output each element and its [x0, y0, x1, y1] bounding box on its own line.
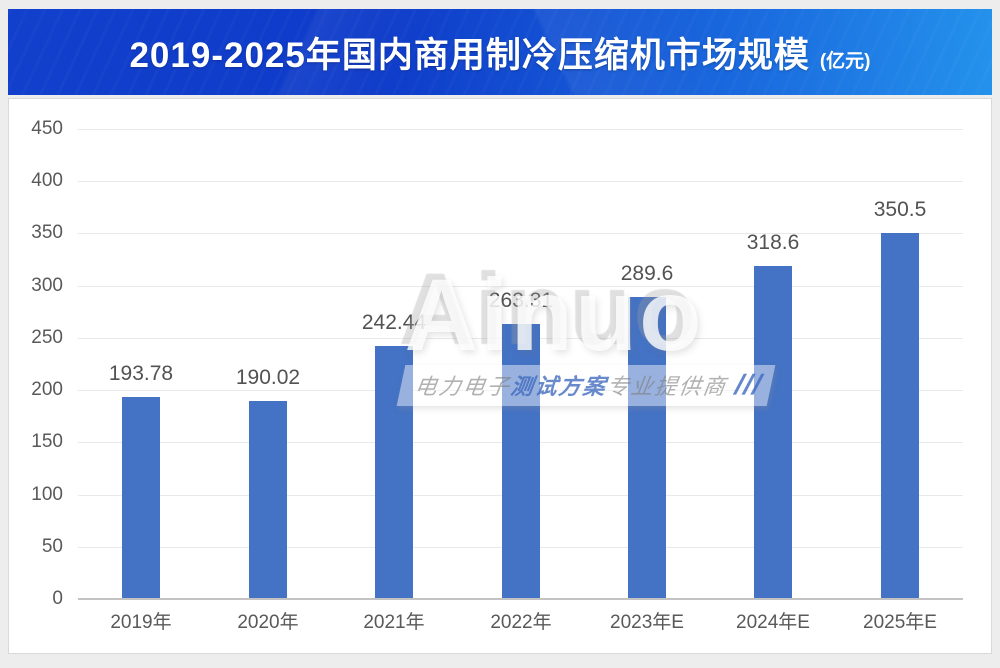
gridline [78, 233, 963, 235]
bar-value-label: 350.5 [873, 198, 927, 221]
bar-value-label: 190.02 [235, 366, 301, 389]
bar [375, 346, 413, 598]
y-axis-label: 100 [31, 483, 63, 505]
bar-value-label: 318.6 [746, 231, 800, 254]
chart-title: 2019-2025年国内商用制冷压缩机市场规模 [129, 35, 810, 75]
x-axis-label: 2023年E [610, 612, 684, 633]
bar-value-label: 242.44 [361, 311, 427, 334]
x-axis-label: 2021年 [363, 612, 425, 633]
chart-panel: 0 50 100 150 200 250 300 350 400 450 193.78 2019年 19… [8, 98, 992, 654]
bar [628, 297, 666, 598]
x-axis-label: 2019年 [110, 612, 172, 633]
watermark-tagline-text: 电力电子测试方案专业提供商 [412, 369, 731, 401]
bar [249, 401, 287, 598]
chart-unit-label: (亿元) [819, 50, 871, 72]
watermark-tagline: 电力电子测试方案专业提供商/// [396, 365, 776, 406]
y-axis-label: 50 [41, 535, 63, 557]
watermark-tagline-part: 专业提供商 [605, 374, 729, 399]
gridline [78, 129, 963, 130]
bar [881, 233, 919, 598]
y-axis-label: 400 [31, 170, 63, 192]
y-axis-label: 450 [31, 118, 63, 139]
y-axis-label: 350 [31, 222, 63, 244]
y-axis-label: 0 [52, 588, 63, 609]
gridline [78, 285, 963, 287]
x-axis-line [78, 598, 963, 600]
bar [122, 397, 160, 598]
y-axis-label: 250 [31, 326, 63, 348]
bar-value-label: 289.6 [620, 262, 674, 285]
gridline [78, 181, 963, 183]
x-axis-label: 2022年 [490, 612, 552, 633]
bar-value-label: 193.78 [108, 362, 174, 385]
watermark-tagline-part: 电力电子 [413, 374, 513, 399]
bar [754, 266, 792, 598]
y-axis-label: 150 [31, 431, 63, 453]
bar-value-label: 263.31 [488, 289, 554, 312]
bar [502, 324, 540, 598]
x-axis-label: 2025年E [863, 612, 937, 633]
x-axis-label: 2024年E [736, 612, 810, 633]
y-axis-label: 300 [31, 274, 63, 296]
y-axis-label: 200 [31, 379, 63, 401]
x-axis-label: 2020年 [237, 612, 299, 633]
title-banner: 2019-2025年国内商用制冷压缩机市场规模 (亿元) [8, 9, 992, 95]
